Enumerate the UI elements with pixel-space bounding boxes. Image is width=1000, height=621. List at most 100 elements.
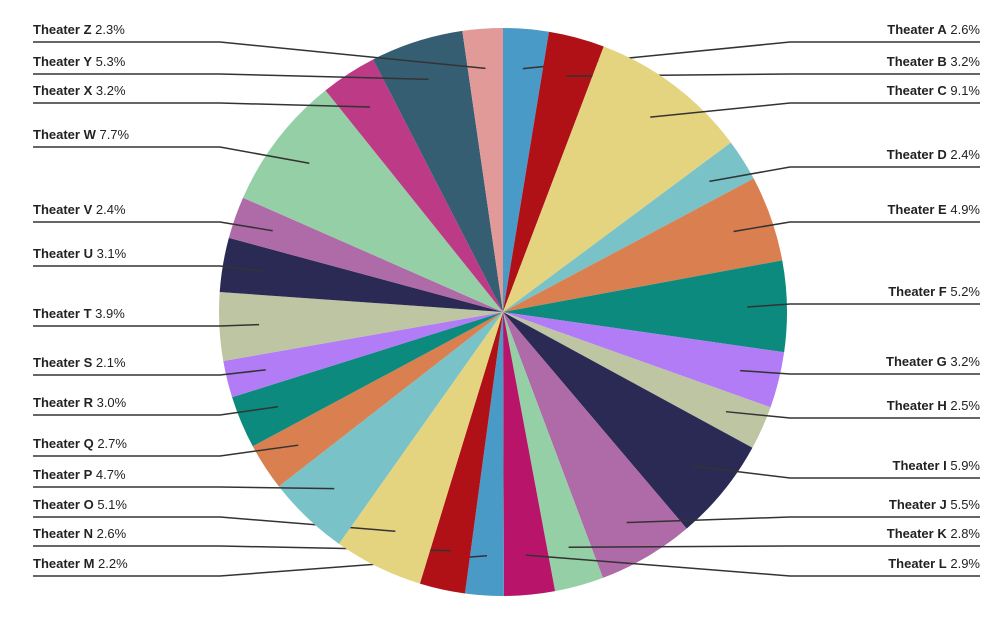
slice-label: Theater K 2.8% bbox=[887, 526, 981, 541]
leader-line bbox=[33, 73, 429, 81]
slice-label: Theater X 3.2% bbox=[33, 83, 126, 98]
slice-value: 9.1% bbox=[950, 83, 980, 98]
pie-slice bbox=[464, 312, 504, 596]
slice-name: Theater M bbox=[33, 556, 94, 571]
pie-slice bbox=[462, 28, 503, 312]
leader-line bbox=[33, 323, 260, 327]
slice-label: Theater Q 2.7% bbox=[33, 436, 127, 451]
slice-label: Theater C 9.1% bbox=[887, 83, 981, 98]
pie-slice bbox=[338, 312, 503, 584]
slice-value: 3.1% bbox=[97, 246, 127, 261]
leader-line bbox=[626, 516, 980, 524]
pie-slice bbox=[278, 312, 503, 544]
leader-line bbox=[33, 265, 263, 273]
slice-label: Theater N 2.6% bbox=[33, 526, 127, 541]
leader-line bbox=[725, 410, 980, 419]
slice-value: 5.2% bbox=[950, 284, 980, 299]
leader-line bbox=[733, 221, 980, 233]
slice-value: 5.3% bbox=[96, 54, 126, 69]
leader-line bbox=[709, 166, 980, 183]
slice-label: Theater G 3.2% bbox=[886, 354, 980, 369]
pie-slice bbox=[503, 312, 687, 578]
slice-label: Theater U 3.1% bbox=[33, 246, 127, 261]
slice-name: Theater N bbox=[33, 526, 93, 541]
slice-label: Theater R 3.0% bbox=[33, 395, 127, 410]
leader-line bbox=[33, 486, 335, 490]
pie-slice bbox=[325, 59, 503, 313]
slice-value: 3.2% bbox=[950, 354, 980, 369]
pie-slice bbox=[503, 312, 785, 408]
leader-line bbox=[33, 369, 266, 376]
slice-name: Theater G bbox=[886, 354, 947, 369]
slice-label: Theater F 5.2% bbox=[888, 284, 980, 299]
slice-name: Theater Y bbox=[33, 54, 92, 69]
slice-name: Theater R bbox=[33, 395, 94, 410]
pie-slice bbox=[219, 237, 504, 312]
slice-name: Theater K bbox=[887, 526, 948, 541]
pie-slice bbox=[228, 197, 503, 312]
slice-label: Theater A 2.6% bbox=[887, 22, 980, 37]
slice-value: 5.9% bbox=[950, 458, 980, 473]
slice-name: Theater H bbox=[887, 398, 947, 413]
slice-label: Theater L 2.9% bbox=[888, 556, 980, 571]
slice-name: Theater P bbox=[33, 467, 93, 482]
leader-line bbox=[650, 102, 980, 118]
slice-value: 2.3% bbox=[95, 22, 125, 37]
slice-name: Theater L bbox=[888, 556, 947, 571]
slice-name: Theater E bbox=[887, 202, 947, 217]
slice-value: 2.8% bbox=[950, 526, 980, 541]
slice-label: Theater W 7.7% bbox=[33, 127, 130, 142]
slice-label: Theater Y 5.3% bbox=[33, 54, 126, 69]
leader-line bbox=[525, 554, 980, 577]
pie-slice bbox=[503, 31, 604, 312]
leader-line bbox=[740, 369, 980, 375]
slice-value: 2.9% bbox=[950, 556, 980, 571]
leader-line bbox=[747, 303, 980, 308]
leader-line bbox=[33, 146, 310, 164]
slice-name: Theater S bbox=[33, 355, 93, 370]
slice-label: Theater O 5.1% bbox=[33, 497, 127, 512]
slice-value: 2.2% bbox=[98, 556, 128, 571]
slice-name: Theater J bbox=[889, 497, 947, 512]
leader-line bbox=[33, 41, 486, 70]
slice-value: 7.7% bbox=[99, 127, 129, 142]
slice-name: Theater O bbox=[33, 497, 94, 512]
pie-slice bbox=[252, 312, 503, 487]
pie-slice bbox=[243, 90, 503, 313]
leader-line bbox=[692, 465, 980, 479]
leader-line bbox=[33, 444, 299, 457]
slice-value: 3.0% bbox=[97, 395, 127, 410]
slice-value: 2.6% bbox=[950, 22, 980, 37]
slice-value: 2.4% bbox=[950, 147, 980, 162]
slice-label: Theater T 3.9% bbox=[33, 306, 125, 321]
slice-label: Theater D 2.4% bbox=[887, 147, 981, 162]
slice-value: 4.7% bbox=[96, 467, 126, 482]
leader-line bbox=[33, 406, 279, 416]
slice-name: Theater V bbox=[33, 202, 93, 217]
slice-value: 5.5% bbox=[950, 497, 980, 512]
slice-label: Theater P 4.7% bbox=[33, 467, 126, 482]
slice-value: 3.2% bbox=[950, 54, 980, 69]
slice-value: 5.1% bbox=[97, 497, 127, 512]
slice-name: Theater W bbox=[33, 127, 97, 142]
slice-value: 2.6% bbox=[97, 526, 127, 541]
leader-line bbox=[568, 545, 980, 549]
slice-name: Theater U bbox=[33, 246, 93, 261]
slice-value: 2.4% bbox=[96, 202, 126, 217]
slice-name: Theater T bbox=[33, 306, 92, 321]
slice-value: 3.9% bbox=[95, 306, 125, 321]
slice-label: Theater B 3.2% bbox=[887, 54, 981, 69]
slice-label: Theater I 5.9% bbox=[893, 458, 981, 473]
slice-label: Theater H 2.5% bbox=[887, 398, 981, 413]
slice-label: Theater V 2.4% bbox=[33, 202, 126, 217]
slice-label: Theater M 2.2% bbox=[33, 556, 128, 571]
pie-slice bbox=[503, 46, 731, 312]
slice-name: Theater I bbox=[893, 458, 947, 473]
slice-name: Theater X bbox=[33, 83, 93, 98]
slice-value: 2.7% bbox=[97, 436, 127, 451]
slice-name: Theater B bbox=[887, 54, 947, 69]
slice-label: Theater E 4.9% bbox=[887, 202, 980, 217]
slice-label: Theater J 5.5% bbox=[889, 497, 981, 512]
leader-line bbox=[33, 221, 273, 232]
